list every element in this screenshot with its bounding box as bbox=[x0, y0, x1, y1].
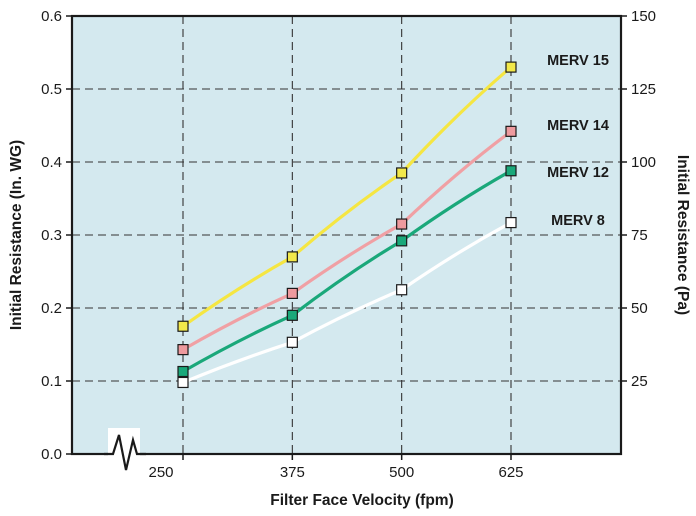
y-tick-label: 0.3 bbox=[41, 227, 62, 244]
y-tick-label: 0.4 bbox=[41, 154, 62, 171]
data-point-merv-8-250 bbox=[177, 376, 189, 389]
series-line-merv-15 bbox=[181, 65, 513, 328]
data-point-merv-12-250 bbox=[177, 365, 189, 378]
x-axis-title: Filter Face Velocity (fpm) bbox=[270, 492, 453, 509]
y-tick-label: 0.1 bbox=[41, 373, 62, 390]
data-point-merv-8-375 bbox=[286, 336, 298, 348]
data-point-merv-8-625 bbox=[505, 216, 517, 229]
series-label-merv-12: MERV 12 bbox=[547, 165, 609, 181]
data-point-merv-15-625 bbox=[505, 61, 517, 73]
axis-break-symbol bbox=[104, 434, 146, 471]
y2-tick-label: 50 bbox=[631, 300, 648, 317]
y2-tick-label: 25 bbox=[631, 373, 648, 390]
data-point-merv-14-375 bbox=[286, 287, 298, 299]
y-tick-label: 0.5 bbox=[41, 81, 62, 98]
data-point-merv-15-500 bbox=[396, 167, 408, 179]
series-line-merv-12 bbox=[181, 169, 513, 374]
data-point-merv-15-250 bbox=[177, 320, 189, 332]
y-tick-label: 0.0 bbox=[41, 446, 62, 463]
y-tick-label: 0.2 bbox=[41, 300, 62, 317]
data-point-merv-12-375 bbox=[286, 309, 298, 321]
series-label-merv-15: MERV 15 bbox=[547, 53, 609, 69]
x-tick-label: 625 bbox=[498, 464, 523, 481]
series-line-merv-8 bbox=[181, 220, 513, 385]
data-point-merv-14-250 bbox=[177, 344, 189, 356]
data-point-merv-12-625 bbox=[505, 165, 517, 177]
data-point-merv-14-625 bbox=[505, 125, 517, 137]
series-label-merv-8: MERV 8 bbox=[551, 213, 605, 229]
x-tick-label: 250 bbox=[148, 464, 173, 481]
data-point-merv-14-500 bbox=[396, 218, 408, 230]
data-point-merv-15-375 bbox=[286, 251, 298, 263]
y2-axis-title: Initial Resistance (Pa) bbox=[674, 155, 691, 315]
series-line-merv-14 bbox=[181, 129, 513, 352]
series-label-merv-14: MERV 14 bbox=[547, 118, 609, 134]
x-tick-label: 500 bbox=[389, 464, 414, 481]
x-tick-label: 375 bbox=[280, 464, 305, 481]
y2-tick-label: 125 bbox=[631, 81, 656, 98]
data-point-merv-12-500 bbox=[396, 235, 408, 247]
y2-tick-label: 150 bbox=[631, 8, 656, 25]
y2-tick-label: 75 bbox=[631, 227, 648, 244]
y2-tick-label: 100 bbox=[631, 154, 656, 171]
y-tick-label: 0.6 bbox=[41, 8, 62, 25]
data-point-merv-8-500 bbox=[396, 284, 408, 296]
y-axis-title: Initial Resistance (In. WG) bbox=[8, 140, 25, 330]
